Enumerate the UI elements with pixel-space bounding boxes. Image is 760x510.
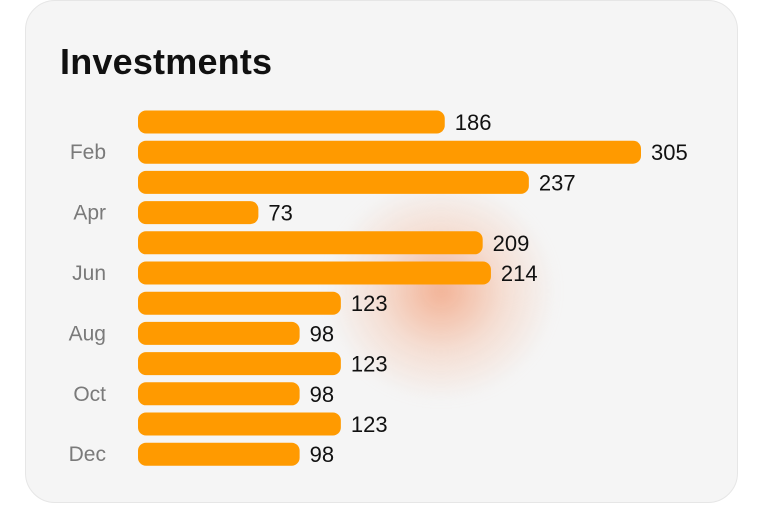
bar-sep [138, 352, 341, 376]
value-label-sep: 123 [351, 352, 388, 377]
bar-apr [138, 201, 259, 225]
bar-oct [138, 382, 300, 406]
bar-nov [138, 412, 341, 436]
investments-bar-chart: 186 305 Feb 237 73 Apr 209 214 Jun 123 98 Aug 123 98 O… [69, 110, 688, 467]
bar-mar [138, 170, 529, 194]
month-label-aug: Aug [69, 322, 106, 345]
bar-feb [138, 140, 641, 164]
bar-jun [138, 261, 491, 285]
month-label-apr: Apr [73, 202, 106, 225]
bar-dec [138, 442, 300, 466]
value-label-dec: 98 [310, 442, 334, 467]
value-label-jan: 186 [455, 110, 492, 135]
chart-title: Investments [60, 41, 273, 82]
value-label-mar: 237 [539, 170, 576, 195]
background-glow [326, 181, 556, 401]
month-label-jun: Jun [72, 262, 106, 285]
value-label-apr: 73 [268, 201, 292, 226]
month-label-oct: Oct [73, 383, 106, 406]
bar-aug [138, 321, 300, 345]
value-label-oct: 98 [310, 382, 334, 407]
value-label-may: 209 [493, 231, 530, 256]
investments-card: Investments 186 305 Feb 237 73 Apr 209 214 Jun 12… [25, 0, 738, 503]
value-label-jul: 123 [351, 291, 388, 316]
value-label-feb: 305 [651, 140, 688, 165]
month-label-feb: Feb [70, 141, 106, 164]
bar-jan [138, 110, 445, 134]
month-label-dec: Dec [69, 443, 106, 466]
bar-jul [138, 291, 341, 315]
bar-may [138, 231, 483, 255]
value-label-jun: 214 [501, 261, 538, 286]
value-label-aug: 98 [310, 321, 334, 346]
value-label-nov: 123 [351, 412, 388, 437]
